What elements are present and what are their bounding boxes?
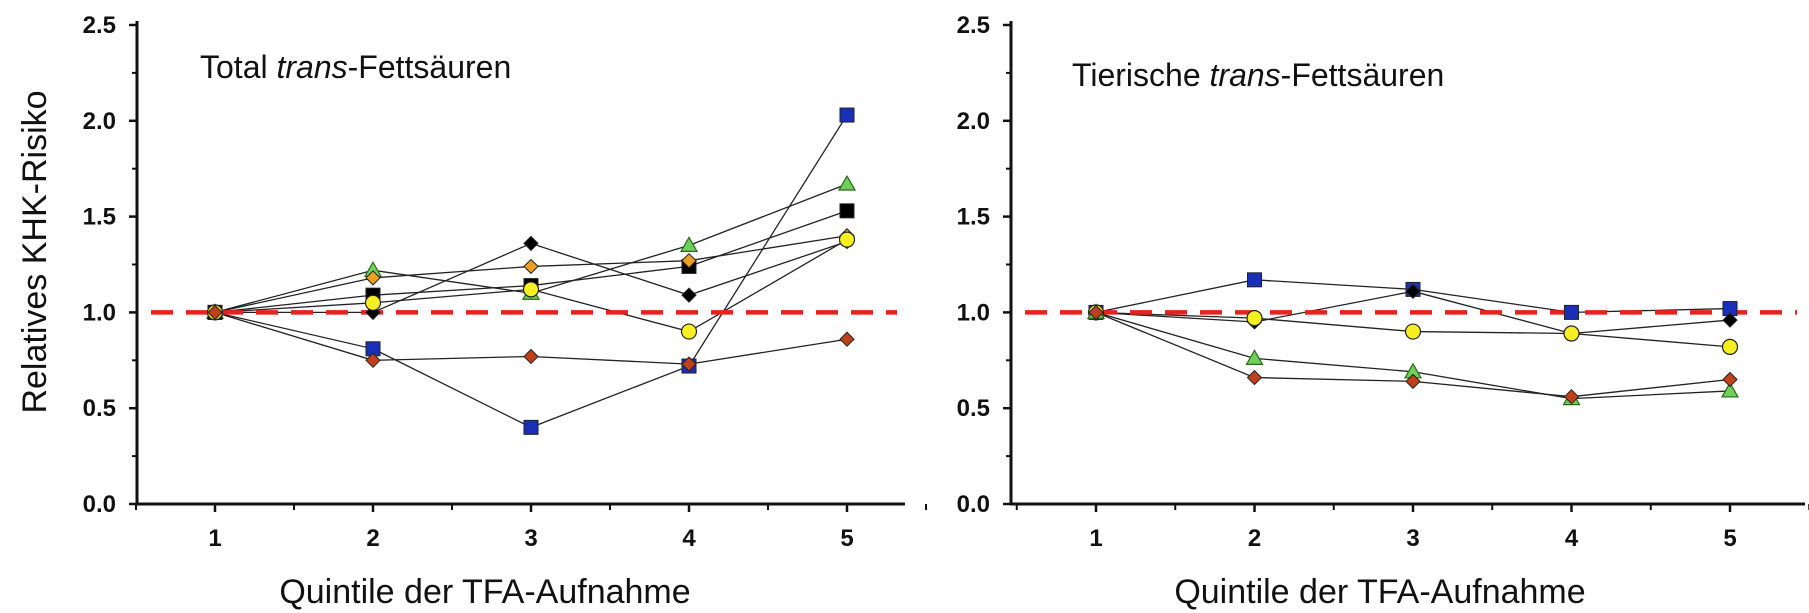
y-tick-label: 2.5 <box>957 12 990 39</box>
y-tick-label: 2.0 <box>83 108 116 135</box>
data-point-s3-p4 <box>1720 381 1740 398</box>
data-point-s5-p2 <box>522 281 540 298</box>
x-tick-label: 2 <box>1248 525 1261 552</box>
data-point-s4-p1 <box>1246 369 1263 386</box>
data-point-s4-p3 <box>1563 388 1580 405</box>
data-point-s1-p4 <box>1722 312 1738 328</box>
data-point-s6-p2 <box>523 348 539 365</box>
data-point-s6-p1 <box>365 352 381 369</box>
data-point-s3-p1 <box>1245 349 1264 365</box>
data-point-s6-p0 <box>207 304 223 321</box>
data-point-s1-p3 <box>679 236 699 252</box>
data-point-s6-p4 <box>839 331 855 347</box>
y-tick-label: 2.5 <box>83 12 116 39</box>
panel-right: 0.0 0.5 1.0 1.5 2.0 2.5 1 2 3 4 5 Quintile der TFA-… <box>957 12 1809 611</box>
x-tick-label: 4 <box>682 525 696 552</box>
y-tick-label: 2.0 <box>957 108 990 135</box>
data-point-s6-p3 <box>681 356 697 372</box>
panel-title: Tierische trans-Fettsäuren <box>1072 57 1444 93</box>
data-point-s3-p2 <box>523 258 539 275</box>
data-point-s2-p3 <box>1563 325 1580 342</box>
y-axis-title: Relatives KHK-Risiko <box>16 90 54 413</box>
y-tick-label: 0.0 <box>83 491 116 518</box>
x-tick-label: 5 <box>1723 525 1736 552</box>
data-point-s4-p0 <box>1088 304 1104 321</box>
y-tick-label: 1.0 <box>83 299 116 326</box>
data-point-s2-p2 <box>1404 323 1422 340</box>
y-tick-label: 1.5 <box>83 204 116 231</box>
data-point-s5-p1 <box>364 294 382 311</box>
data-point-s0-p1 <box>1247 272 1262 288</box>
x-tick-label: 1 <box>1089 525 1102 552</box>
data-point-s2-p4 <box>839 203 855 219</box>
y-tick-label: 1.5 <box>957 204 990 231</box>
x-tick-label: 2 <box>366 525 379 552</box>
y-tick-label: 0.5 <box>957 395 990 422</box>
x-axis-title: Quintile der TFA-Aufnahme <box>1174 573 1585 611</box>
x-tick-label: 3 <box>1406 525 1419 552</box>
data-point-s4-p2 <box>1405 373 1421 390</box>
data-point-s2-p4 <box>1721 338 1739 355</box>
data-point-s0-p4 <box>839 107 855 123</box>
y-tick-label: 1.0 <box>957 299 990 326</box>
x-tick-label: 3 <box>524 525 537 552</box>
panel-title: Total trans-Fettsäuren <box>200 49 511 85</box>
y-tick-label: 0.5 <box>83 395 116 422</box>
data-point-s4-p2 <box>523 235 539 252</box>
x-tick-label: 5 <box>840 525 853 552</box>
data-point-s4-p4 <box>1722 371 1738 388</box>
data-point-s2-p1 <box>1246 310 1263 327</box>
data-point-s1-p2 <box>1405 283 1421 300</box>
data-point-s5-p4 <box>838 231 856 248</box>
data-point-s0-p3 <box>1564 304 1579 320</box>
panel-left: 0.0 0.5 1.0 1.5 2.0 2.5 1 2 3 4 5 Quintile der TFA-… <box>83 12 927 611</box>
y-tick-label: 0.0 <box>957 491 990 518</box>
data-point-s0-p2 <box>523 419 539 435</box>
data-point-s5-p3 <box>680 323 698 340</box>
x-tick-label: 4 <box>1565 525 1579 552</box>
data-point-s4-p3 <box>681 287 697 303</box>
x-tick-label: 1 <box>208 525 221 552</box>
data-point-s3-p1 <box>365 270 381 286</box>
data-point-s3-p3 <box>681 252 697 269</box>
x-axis-title: Quintile der TFA-Aufnahme <box>279 573 690 611</box>
data-point-s1-p4 <box>837 174 857 191</box>
